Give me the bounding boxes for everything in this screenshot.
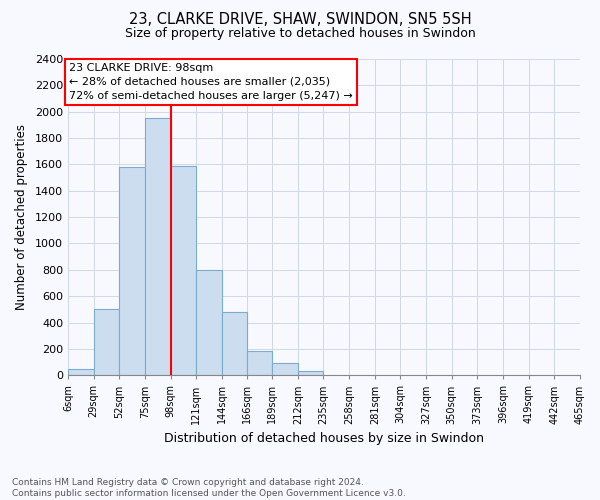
Bar xyxy=(272,364,298,376)
Bar xyxy=(94,310,119,376)
Text: Contains HM Land Registry data © Crown copyright and database right 2024.
Contai: Contains HM Land Registry data © Crown c… xyxy=(12,478,406,498)
Bar xyxy=(170,166,196,376)
Bar xyxy=(247,351,272,376)
Bar xyxy=(196,270,222,376)
Bar xyxy=(298,372,323,376)
Text: 23 CLARKE DRIVE: 98sqm
← 28% of detached houses are smaller (2,035)
72% of semi-: 23 CLARKE DRIVE: 98sqm ← 28% of detached… xyxy=(69,63,353,101)
Text: Size of property relative to detached houses in Swindon: Size of property relative to detached ho… xyxy=(125,28,475,40)
X-axis label: Distribution of detached houses by size in Swindon: Distribution of detached houses by size … xyxy=(164,432,484,445)
Bar xyxy=(222,312,247,376)
Bar xyxy=(68,368,94,376)
Bar xyxy=(119,167,145,376)
Y-axis label: Number of detached properties: Number of detached properties xyxy=(15,124,28,310)
Text: 23, CLARKE DRIVE, SHAW, SWINDON, SN5 5SH: 23, CLARKE DRIVE, SHAW, SWINDON, SN5 5SH xyxy=(128,12,472,28)
Bar xyxy=(145,118,170,376)
